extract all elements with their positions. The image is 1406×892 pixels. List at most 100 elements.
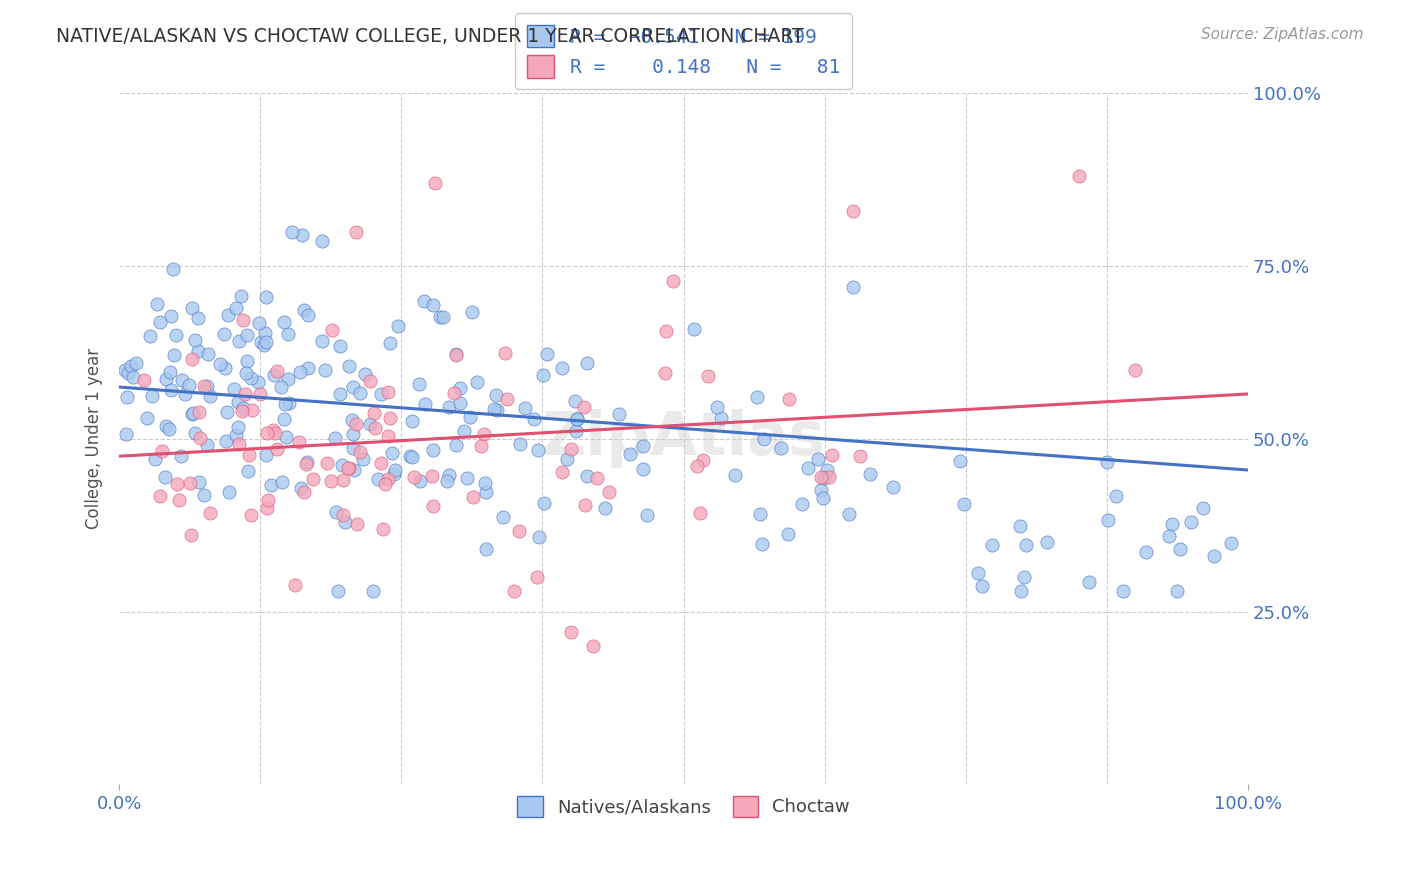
Point (1157, 528, 1180, 542)
Point (751, 537, 773, 551)
Point (236, 327, 259, 342)
Point (384, 462, 406, 476)
Point (815, 463, 838, 477)
Text: NATIVE/ALASKAN VS CHOCTAW COLLEGE, UNDER 1 YEAR CORRELATION CHART: NATIVE/ALASKAN VS CHOCTAW COLLEGE, UNDER… (56, 27, 804, 45)
Point (370, 386, 392, 401)
Point (218, 484, 240, 499)
Point (882, 480, 904, 494)
Point (551, 361, 574, 376)
Point (214, 326, 236, 341)
Point (692, 453, 714, 467)
Point (1220, 536, 1243, 550)
Point (183, 333, 205, 347)
Point (200, 389, 222, 403)
Point (254, 448, 277, 462)
Point (387, 319, 409, 334)
Point (607, 408, 630, 422)
Point (456, 471, 478, 485)
Point (172, 373, 194, 387)
Point (188, 475, 211, 489)
Point (1191, 501, 1213, 516)
Point (461, 305, 484, 319)
Point (564, 394, 586, 409)
Point (181, 301, 204, 315)
Point (187, 405, 209, 419)
Point (1095, 455, 1118, 469)
Point (770, 442, 793, 456)
Point (381, 446, 404, 460)
Point (321, 323, 343, 337)
Point (967, 566, 990, 580)
Point (470, 439, 492, 453)
Point (821, 448, 844, 462)
Point (179, 475, 201, 490)
Point (818, 470, 841, 484)
Point (188, 431, 211, 445)
Point (281, 225, 304, 239)
Point (290, 482, 312, 496)
Point (377, 385, 399, 400)
Point (187, 310, 209, 325)
Point (776, 527, 799, 541)
Point (162, 262, 184, 277)
Point (475, 541, 498, 556)
Point (266, 442, 288, 456)
Point (1161, 517, 1184, 532)
Point (619, 447, 641, 461)
Point (412, 293, 434, 308)
Point (297, 361, 319, 376)
Point (337, 461, 360, 475)
Point (749, 508, 772, 522)
Point (575, 356, 598, 370)
Point (254, 334, 277, 349)
Point (231, 404, 253, 418)
Point (444, 348, 467, 362)
Point (683, 322, 706, 336)
Point (686, 459, 709, 474)
Point (115, 390, 138, 404)
Point (572, 400, 595, 414)
Point (238, 448, 260, 462)
Point (810, 470, 832, 484)
Point (235, 366, 257, 380)
Point (256, 492, 278, 507)
Point (367, 472, 389, 486)
Point (263, 426, 285, 441)
Point (195, 438, 218, 452)
Point (437, 468, 460, 483)
Point (157, 422, 180, 436)
Point (790, 497, 813, 511)
Point (586, 471, 609, 485)
Point (565, 424, 588, 438)
Point (422, 298, 444, 312)
Point (288, 435, 311, 450)
Point (311, 234, 333, 248)
Point (278, 395, 301, 409)
Point (179, 378, 201, 392)
Point (173, 387, 195, 401)
Point (522, 412, 544, 426)
Point (160, 383, 183, 397)
Point (326, 583, 349, 598)
Point (325, 505, 347, 519)
Point (359, 417, 381, 431)
Point (1168, 542, 1191, 557)
Point (346, 516, 368, 531)
Point (134, 373, 156, 387)
Point (155, 372, 177, 386)
Point (1067, 169, 1090, 184)
Point (359, 374, 381, 388)
Point (422, 500, 444, 514)
Point (461, 490, 484, 504)
Point (270, 380, 292, 394)
Point (292, 485, 315, 500)
Point (187, 343, 209, 358)
Point (166, 477, 188, 491)
Point (449, 381, 471, 395)
Point (453, 425, 475, 439)
Point (214, 360, 236, 375)
Point (439, 400, 461, 414)
Point (274, 430, 297, 444)
Point (1036, 534, 1059, 549)
Point (536, 347, 558, 361)
